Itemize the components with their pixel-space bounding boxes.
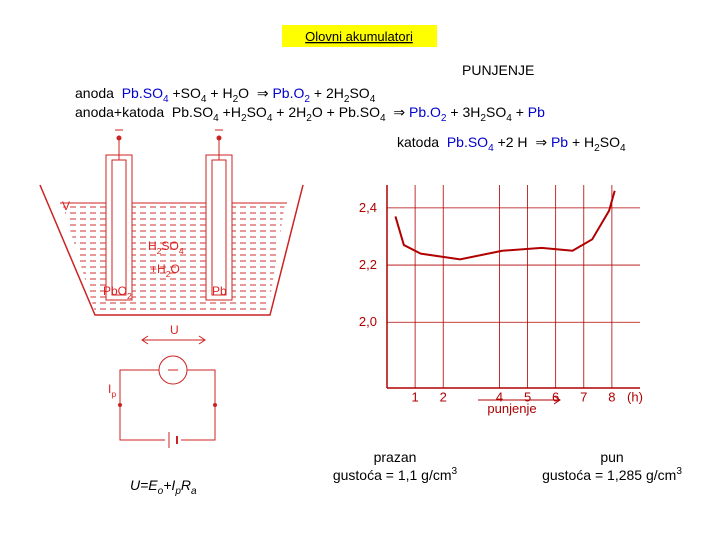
text-part: 4	[380, 113, 386, 124]
text-part: 4	[488, 143, 494, 154]
text-part: 4	[370, 94, 376, 105]
text-part: anoda	[75, 85, 122, 101]
text-part: +2 H ⇒	[494, 134, 551, 150]
text-part: 3	[452, 466, 458, 477]
x-tick-label: 7	[580, 390, 587, 405]
text-part: O + Pb.SO	[312, 104, 380, 120]
text-part: a	[191, 486, 197, 497]
text-part: p	[174, 486, 181, 497]
state-name: prazan	[374, 449, 417, 465]
text-part: 4	[506, 113, 512, 124]
text-part: katoda	[397, 134, 447, 150]
text-part: Pb	[551, 134, 568, 150]
text-part: 4	[179, 246, 184, 256]
subtitle: PUNJENJE	[462, 62, 534, 78]
text-part: 4	[163, 94, 169, 105]
text-part: 2	[306, 113, 312, 124]
text-part: 2	[480, 113, 486, 124]
text-part: 2	[441, 113, 447, 124]
electrolyte-label: H2SO4	[148, 239, 184, 256]
chart: 2,02,22,41 2 4 5 6 7 8 (h)punjenje	[359, 185, 643, 416]
text-part: +	[512, 104, 528, 120]
xlabel-arrowhead	[553, 395, 561, 405]
equation: anoda+katoda Pb.SO4 +H2SO4 + 2H2O + Pb.S…	[75, 104, 545, 124]
text-part: Pb	[212, 284, 227, 298]
text-part: SO	[161, 239, 178, 253]
text-part: + 2H	[310, 85, 344, 101]
text-part: + 3H	[447, 104, 481, 120]
text-part: 2	[241, 113, 247, 124]
text-part: SO	[349, 85, 369, 101]
text-part: + H	[206, 85, 232, 101]
text-part: 2	[233, 94, 239, 105]
title: Olovni akumulatori	[305, 29, 413, 44]
text-part: anoda+katoda Pb.SO	[75, 104, 213, 120]
x-tick-label: 4	[496, 390, 503, 405]
text-part: +H	[150, 262, 166, 276]
text-part: o	[158, 486, 164, 497]
curve	[394, 190, 616, 261]
text-part: 4	[267, 113, 273, 124]
x-tick-label: 5	[524, 390, 531, 405]
text-part: ⇒	[386, 104, 409, 120]
text-part: + H	[568, 134, 594, 150]
state-name: pun	[600, 449, 623, 465]
title-box	[282, 25, 437, 47]
text-part: Pb	[528, 104, 545, 120]
text-part: R	[181, 477, 191, 493]
text-part: p	[111, 389, 116, 399]
text-part: I	[108, 382, 111, 396]
water-label: +H2O	[150, 262, 180, 279]
text-part: H	[148, 239, 157, 253]
text-part: 2	[166, 269, 171, 279]
circuit	[118, 335, 217, 448]
vessel-label: V	[62, 199, 70, 213]
equation: katoda Pb.SO4 +2 H ⇒ Pb + H2SO4	[397, 134, 626, 154]
text-part: Pb.O	[409, 104, 441, 120]
y-tick-label: 2,4	[359, 200, 377, 215]
text-part: 2	[127, 291, 132, 301]
y-tick-label: 2,0	[359, 314, 377, 329]
text-part: +I	[163, 477, 175, 493]
x-unit: (h)	[627, 390, 643, 405]
x-tick-label: 1	[411, 390, 418, 405]
text-part: SO	[600, 134, 620, 150]
text-part: 4	[213, 113, 219, 124]
text-part: gustoća = 1,285 g/cm	[542, 467, 676, 483]
equation: anoda Pb.SO4 +SO4 + H2O ⇒ Pb.O2 + 2H2SO4	[75, 85, 376, 105]
anode-label: PbO2	[103, 284, 132, 301]
text-part: PbO	[103, 284, 127, 298]
text-part: gustoća = 1,1 g/cm	[333, 467, 452, 483]
text-part: O ⇒	[238, 85, 272, 101]
x-tick-label: 2	[440, 390, 447, 405]
text-part: + 2H	[272, 104, 306, 120]
text-part: 2	[344, 94, 350, 105]
text-part: +SO	[169, 85, 201, 101]
x-axis-label: punjenje	[487, 401, 536, 416]
text-part: 2	[594, 143, 600, 154]
formula: U=Eo+IpRa	[130, 477, 197, 497]
vessel-diagram	[39, 129, 304, 316]
text-part: +H	[219, 104, 241, 120]
text-part: SO	[247, 104, 267, 120]
text-part: SO	[486, 104, 506, 120]
y-tick-label: 2,2	[359, 257, 377, 272]
state-density: gustoća = 1,1 g/cm3	[333, 466, 458, 483]
text-part: 3	[676, 466, 682, 477]
voltage-label: U	[170, 323, 179, 337]
text-part: 2	[304, 94, 310, 105]
text-part: 4	[620, 143, 626, 154]
text-part: O	[170, 262, 179, 276]
text-part: Pb.O	[272, 85, 304, 101]
x-tick-label: 8	[608, 390, 615, 405]
text-part: 2	[157, 246, 162, 256]
cathode-label: Pb	[212, 284, 227, 298]
text-part: Pb.SO	[122, 85, 163, 101]
text-part: U=E	[130, 477, 158, 493]
current-label: Ip	[108, 382, 116, 399]
text-part: Pb.SO	[447, 134, 488, 150]
text-part: 4	[201, 94, 207, 105]
state-density: gustoća = 1,285 g/cm3	[542, 466, 682, 483]
